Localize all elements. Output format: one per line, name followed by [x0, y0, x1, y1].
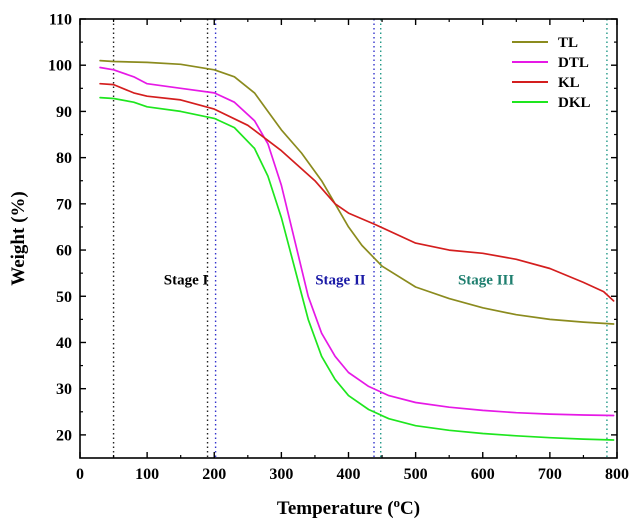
series-line-dtl — [99, 66, 615, 417]
y-tick-label: 80 — [56, 150, 72, 167]
x-tick-label: 100 — [135, 466, 159, 483]
legend-label-kl: KL — [558, 75, 580, 91]
x-tick-label: 400 — [337, 466, 361, 483]
legend-label-tl: TL — [558, 35, 578, 51]
y-tick-label: 100 — [48, 58, 72, 75]
y-tick-label: 70 — [56, 196, 72, 213]
x-axis-title-end: C) — [400, 498, 420, 519]
legend: TL DTL KL DKL — [512, 35, 591, 111]
legend-label-dkl: DKL — [558, 95, 591, 111]
y-tick-label: 60 — [56, 243, 72, 260]
axis-ticks: 0 100 200 300 400 500 600 700 800 20 30 40 50 60 70 80 9… — [48, 12, 629, 484]
x-tick-label: 700 — [538, 466, 562, 483]
legend-label-dtl: DTL — [558, 55, 589, 71]
x-tick-label: 800 — [605, 466, 629, 483]
x-tick-label: 500 — [404, 466, 428, 483]
x-axis-title-superscript: o — [394, 495, 401, 510]
x-tick-label: 200 — [202, 466, 226, 483]
stage-label-2: Stage II — [315, 273, 366, 289]
y-tick-label: 30 — [56, 381, 72, 398]
series-line-tl — [99, 59, 615, 325]
x-axis-title: Temperature (oC) — [277, 495, 420, 519]
series-line-dkl — [99, 96, 615, 441]
y-tick-label: 90 — [56, 104, 72, 121]
series-line-kl — [99, 82, 615, 302]
stage-boundary-lines — [112, 19, 608, 458]
x-tick-label: 0 — [76, 466, 84, 483]
y-tick-label: 50 — [56, 289, 72, 306]
y-tick-label: 110 — [49, 12, 72, 29]
stage-label-1: Stage I — [164, 273, 209, 289]
y-tick-label: 20 — [56, 427, 72, 444]
stage-annotations: Stage I Stage II Stage III — [164, 273, 515, 289]
x-axis-title-main: Temperature ( — [277, 498, 394, 519]
series-lines — [99, 59, 615, 441]
x-tick-label: 300 — [269, 466, 293, 483]
y-axis-title: Weight (%) — [8, 191, 29, 285]
x-tick-label: 600 — [471, 466, 495, 483]
y-tick-label: 40 — [56, 335, 72, 352]
stage-label-3: Stage III — [458, 273, 514, 289]
